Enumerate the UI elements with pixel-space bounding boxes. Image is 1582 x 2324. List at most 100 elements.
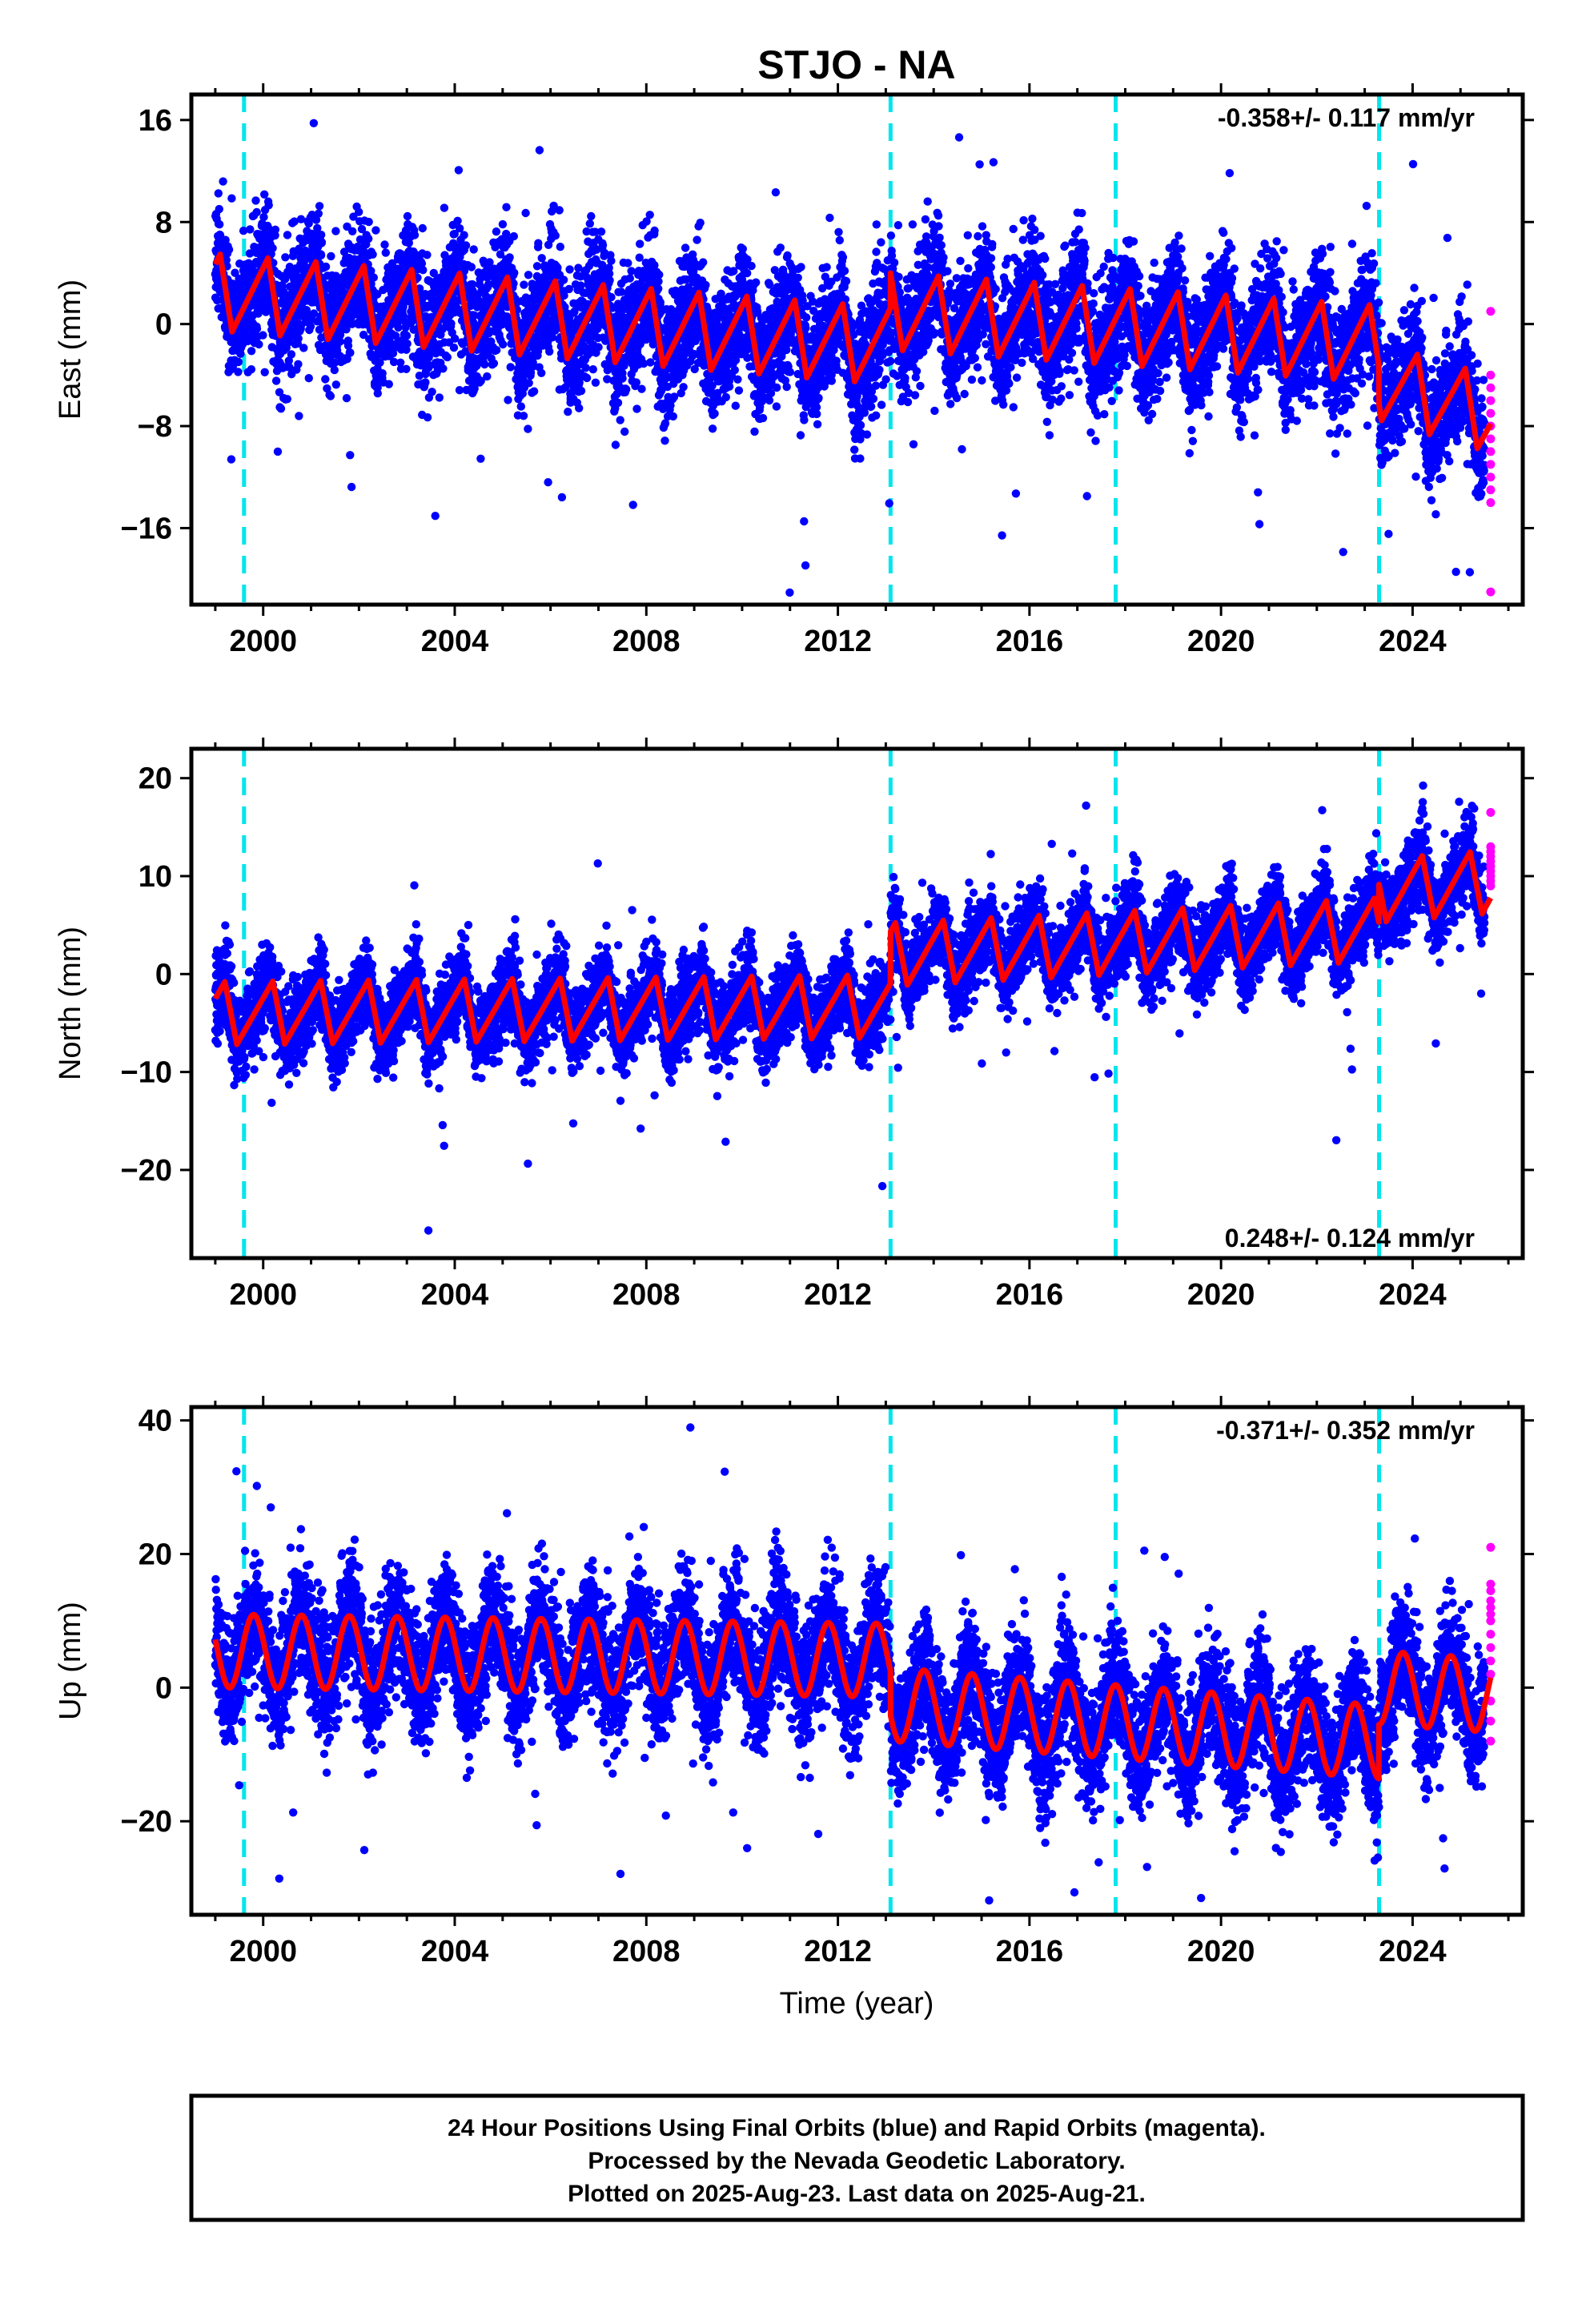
final-orbit-point (330, 365, 339, 375)
final-orbit-point (239, 227, 248, 235)
final-orbit-point (346, 451, 355, 460)
final-orbit-point (783, 251, 792, 260)
final-orbit-point (765, 396, 774, 405)
final-orbit-point (596, 227, 606, 236)
final-orbit-point (480, 360, 489, 369)
final-orbit-point (635, 253, 644, 262)
final-orbit-point (326, 392, 335, 400)
final-orbit-point (625, 274, 634, 283)
final-orbit-point (421, 378, 430, 387)
final-orbit-point (785, 368, 794, 376)
final-orbit-point (559, 275, 568, 284)
final-orbit-point (423, 251, 432, 259)
final-orbit-point (598, 241, 608, 250)
final-orbit-point (850, 445, 859, 454)
final-orbit-point (624, 259, 632, 267)
final-orbit-point (295, 412, 303, 420)
final-orbit-point (772, 402, 781, 411)
final-orbit-point (355, 207, 363, 216)
final-orbit-point (501, 79, 509, 87)
figure-title: STJO - NA (757, 42, 955, 87)
final-orbit-point (247, 347, 256, 356)
final-orbit-point (654, 284, 663, 293)
final-orbit-point (231, 268, 239, 277)
final-orbit-point (381, 248, 390, 257)
final-orbit-point (699, 258, 708, 267)
final-orbit-point (299, 344, 308, 352)
final-orbit-point (524, 271, 533, 279)
final-orbit-point (637, 384, 646, 393)
final-orbit-point (447, 319, 456, 328)
final-orbit-point (281, 253, 290, 262)
final-orbit-point (796, 431, 805, 440)
final-orbit-point (534, 239, 543, 247)
final-orbit-point (227, 194, 236, 203)
final-orbit-point (628, 501, 637, 509)
final-orbit-point (607, 256, 616, 265)
final-orbit-point (449, 343, 459, 352)
final-orbit-point (576, 386, 586, 396)
final-orbit-point (294, 334, 303, 343)
final-orbit-point (276, 404, 286, 413)
final-orbit-point (835, 235, 845, 245)
final-orbit-point (260, 190, 269, 199)
final-orbit-point (862, 430, 872, 439)
final-orbit-point (306, 322, 315, 331)
final-orbit-point (537, 368, 546, 377)
final-orbit-point (348, 227, 357, 235)
final-orbit-point (498, 219, 508, 229)
final-orbit-point (311, 215, 321, 224)
final-orbit-point (801, 561, 810, 570)
final-orbit-point (521, 208, 530, 218)
final-orbit-point (856, 420, 865, 430)
final-orbit-point (661, 436, 669, 445)
final-orbit-point (369, 273, 378, 282)
final-orbit-point (224, 245, 234, 254)
final-orbit-point (734, 386, 744, 395)
final-orbit-point (373, 389, 382, 398)
final-orbit-point (283, 231, 292, 239)
final-orbit-point (483, 372, 492, 381)
final-orbit-point (347, 482, 356, 492)
final-orbit-point (519, 412, 528, 420)
final-orbit-point (271, 376, 281, 385)
final-orbit-point (738, 244, 747, 253)
final-orbit-point (271, 225, 280, 234)
final-orbit-point (304, 374, 313, 383)
final-orbit-point (492, 227, 501, 236)
final-orbit-point (773, 383, 781, 392)
final-orbit-point (733, 375, 742, 384)
final-orbit-point (731, 401, 740, 410)
final-orbit-point (856, 454, 865, 463)
final-orbit-point (467, 263, 476, 271)
final-orbit-point (506, 363, 515, 372)
final-orbit-point (822, 263, 831, 271)
final-orbit-point (314, 209, 323, 218)
final-orbit-point (315, 202, 324, 211)
final-orbit-point (544, 478, 552, 487)
final-orbit-point (234, 357, 243, 367)
final-orbit-point (247, 365, 256, 374)
final-orbit-point (403, 211, 412, 221)
final-orbit-point (431, 512, 440, 521)
final-orbit-point (545, 347, 554, 356)
final-orbit-point (553, 263, 562, 272)
final-orbit-point (309, 119, 319, 127)
final-orbit-point (505, 253, 514, 262)
final-orbit-point (793, 273, 802, 282)
final-orbit-point (296, 215, 306, 223)
final-orbit-point (380, 240, 389, 249)
final-orbit-point (841, 276, 851, 286)
final-orbit-point (346, 348, 355, 357)
final-orbit-point (813, 420, 822, 428)
final-orbit-point (618, 374, 627, 383)
final-orbit-point (681, 243, 690, 252)
final-orbit-point (469, 245, 478, 254)
final-orbit-point (743, 268, 752, 278)
final-orbit-point (693, 235, 701, 244)
final-orbit-point (285, 363, 294, 372)
final-orbit-point (516, 402, 525, 411)
final-orbit-point (371, 226, 380, 235)
final-orbit-point (605, 275, 614, 285)
final-orbit-point (246, 225, 255, 234)
